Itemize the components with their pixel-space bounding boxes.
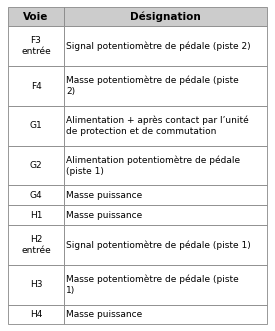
- Text: F3
entrée: F3 entrée: [21, 36, 51, 56]
- Text: Masse puissance: Masse puissance: [66, 211, 142, 220]
- Bar: [8, 265, 64, 305]
- Text: Masse potentiomètre de pédale (piste
2): Masse potentiomètre de pédale (piste 2): [66, 76, 239, 96]
- Bar: [8, 225, 64, 265]
- Bar: [64, 66, 267, 106]
- Bar: [64, 26, 267, 66]
- Bar: [8, 205, 64, 225]
- Bar: [8, 185, 64, 205]
- Bar: [64, 7, 267, 26]
- Text: Masse puissance: Masse puissance: [66, 191, 142, 200]
- Bar: [8, 26, 64, 66]
- Text: Masse potentiomètre de pédale (piste
1): Masse potentiomètre de pédale (piste 1): [66, 274, 239, 295]
- Text: H4: H4: [30, 310, 42, 319]
- Text: H1: H1: [30, 211, 42, 220]
- Text: Signal potentiomètre de pédale (piste 2): Signal potentiomètre de pédale (piste 2): [66, 42, 251, 51]
- Bar: [8, 66, 64, 106]
- Bar: [8, 7, 64, 26]
- Bar: [64, 225, 267, 265]
- Bar: [8, 106, 64, 146]
- Bar: [64, 106, 267, 146]
- Text: Signal potentiomètre de pédale (piste 1): Signal potentiomètre de pédale (piste 1): [66, 240, 251, 250]
- Bar: [8, 305, 64, 324]
- Text: H3: H3: [30, 280, 42, 289]
- Bar: [64, 265, 267, 305]
- Text: H2
entrée: H2 entrée: [21, 235, 51, 255]
- Text: G1: G1: [30, 121, 42, 130]
- Bar: [64, 305, 267, 324]
- Bar: [8, 146, 64, 185]
- Text: Alimentation + après contact par l’unité
de protection et de commutation: Alimentation + après contact par l’unité…: [66, 116, 249, 136]
- Text: Désignation: Désignation: [130, 11, 201, 22]
- Text: Masse puissance: Masse puissance: [66, 310, 142, 319]
- Text: F4: F4: [31, 81, 42, 91]
- Bar: [64, 146, 267, 185]
- Bar: [64, 205, 267, 225]
- Text: G2: G2: [30, 161, 42, 170]
- Bar: [64, 185, 267, 205]
- Text: Voie: Voie: [23, 12, 49, 22]
- Text: Alimentation potentiomètre de pédale
(piste 1): Alimentation potentiomètre de pédale (pi…: [66, 155, 240, 176]
- Text: G4: G4: [30, 191, 42, 200]
